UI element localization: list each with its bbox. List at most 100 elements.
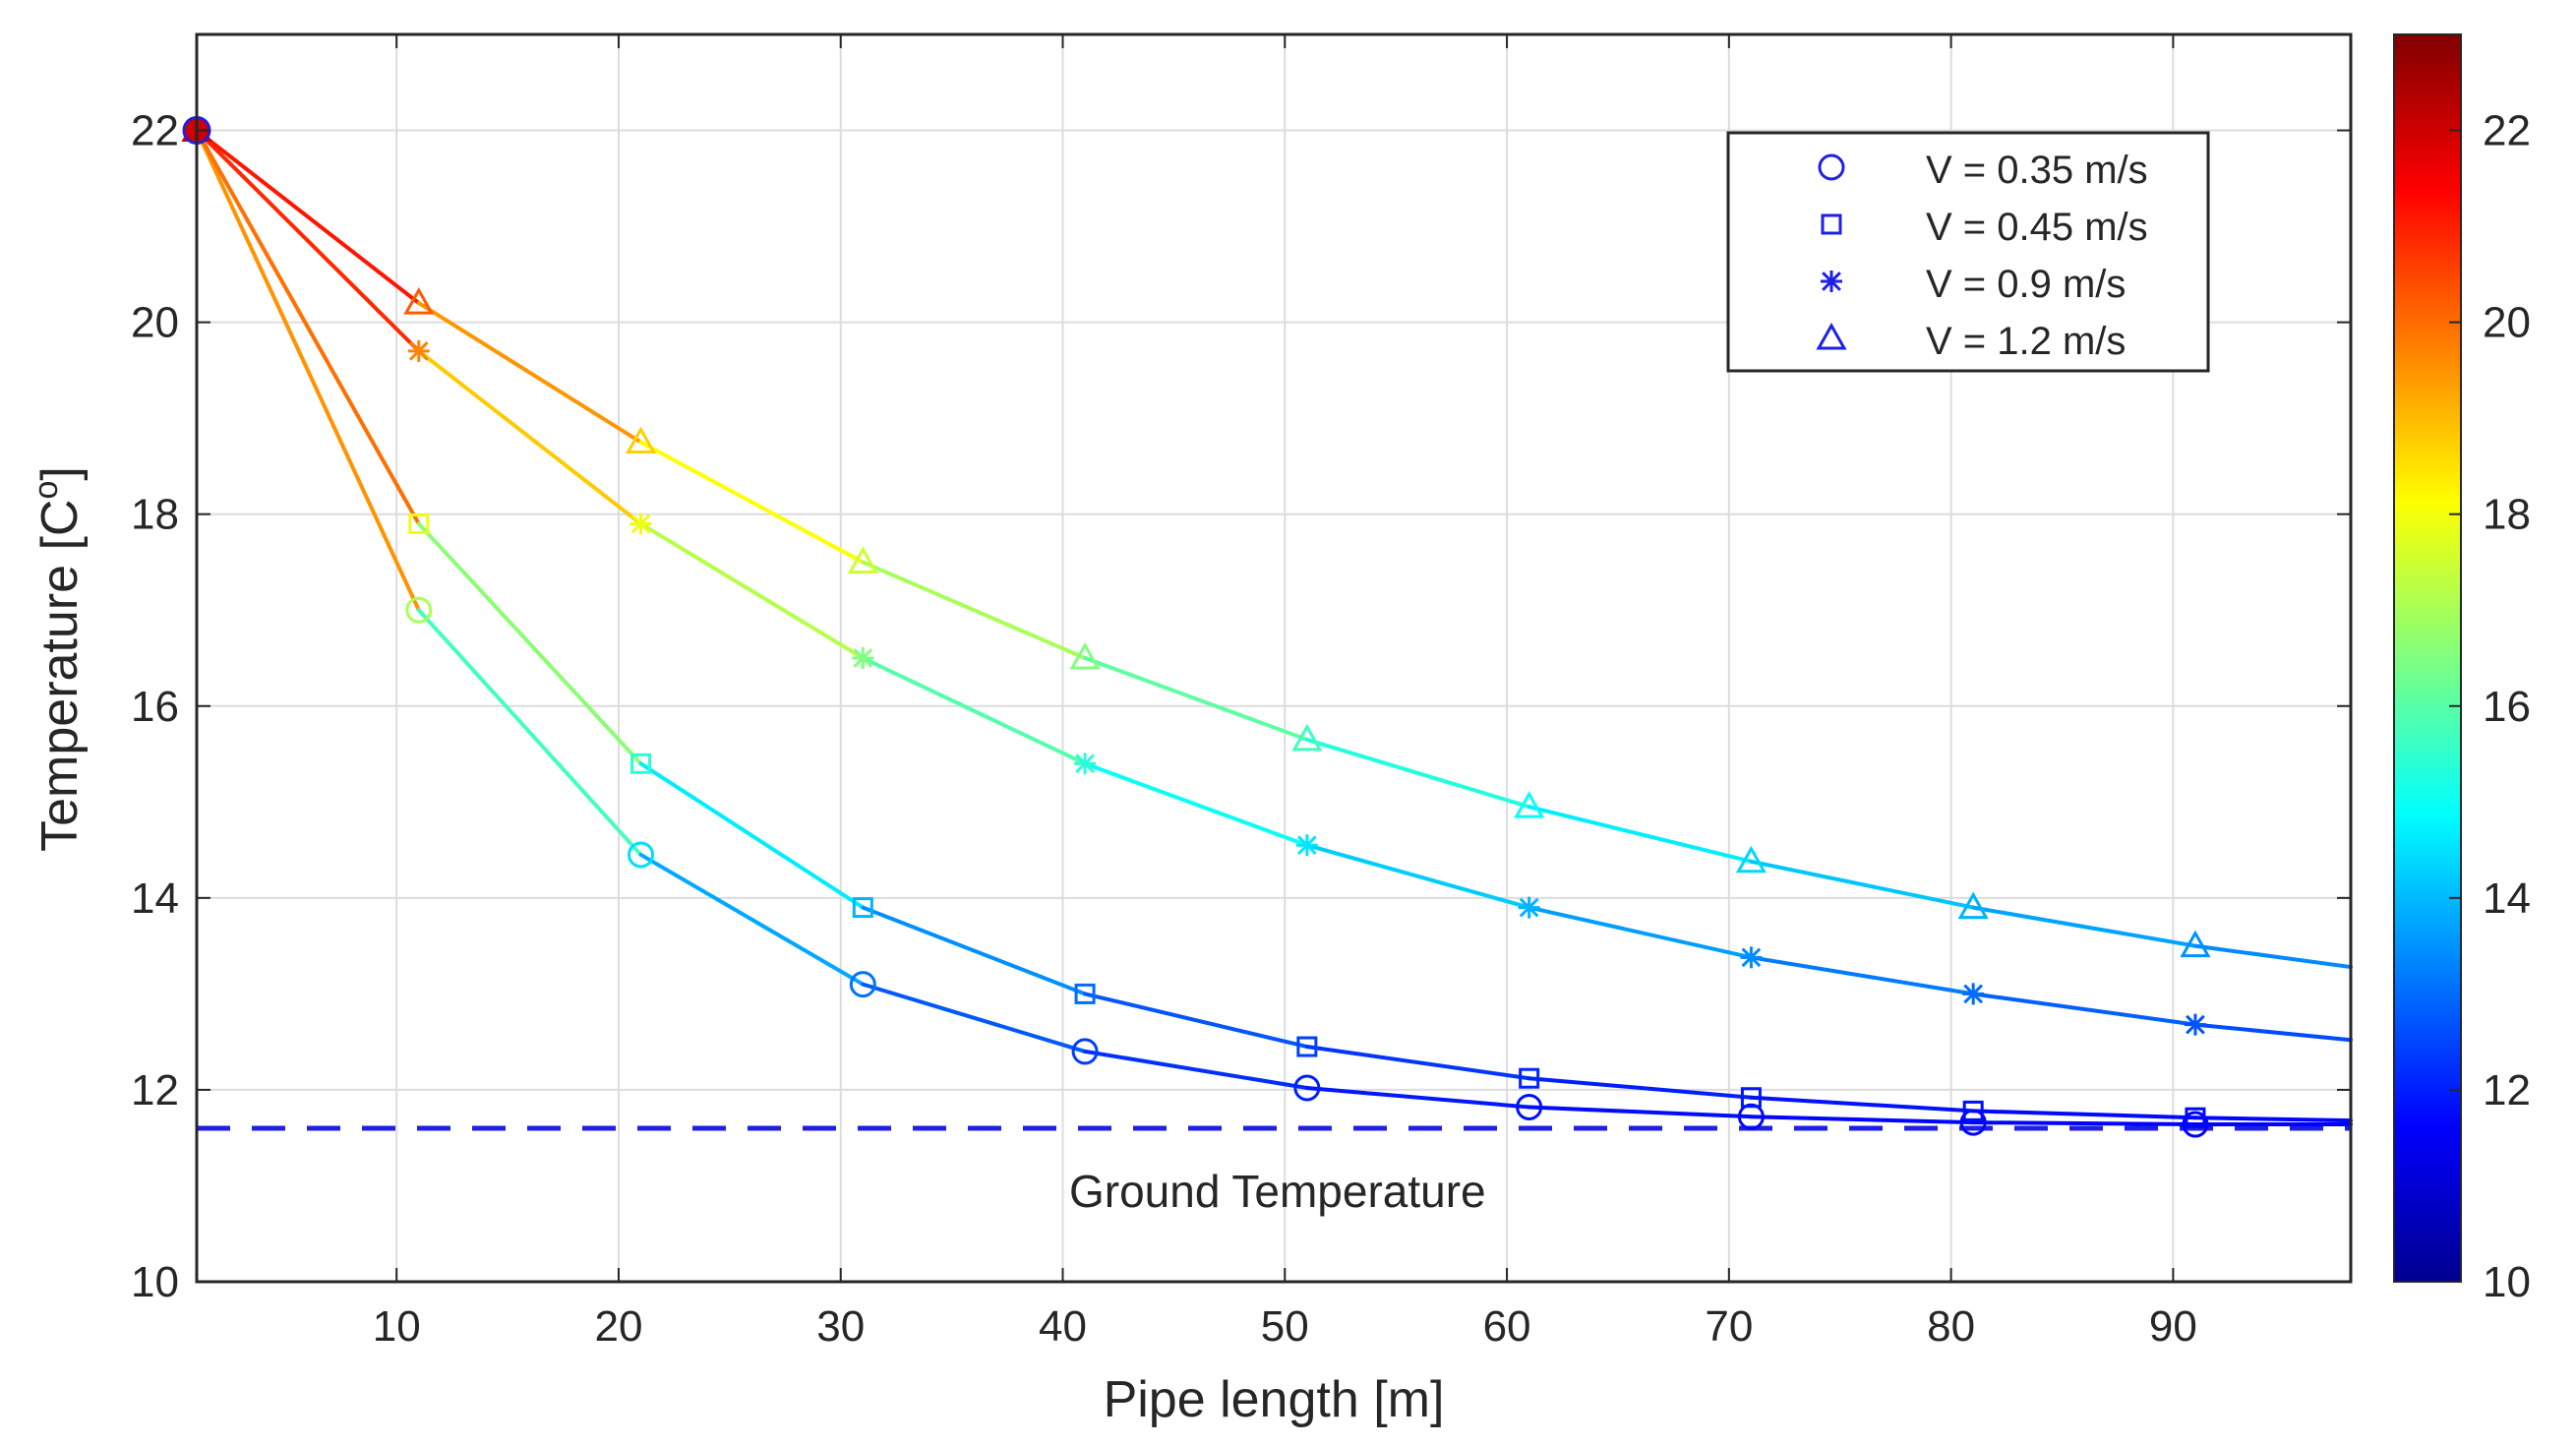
legend-marker-circle (1818, 153, 1845, 181)
data-point (1519, 1067, 1540, 1089)
y-tick-label: 14 (131, 874, 179, 923)
x-tick-label: 10 (373, 1302, 421, 1351)
series-line-segment (1971, 1120, 2197, 1127)
legend-label: V = 1.2 m/s (1926, 320, 2126, 363)
series-line-segment (195, 128, 421, 526)
legend-label: V = 0.45 m/s (1926, 206, 2148, 249)
data-point (852, 897, 873, 919)
data-point (629, 512, 652, 535)
x-tick-label: 70 (1705, 1302, 1753, 1351)
series-line-segment (861, 982, 1088, 1054)
series-line-segment (1083, 992, 1309, 1050)
data-point (405, 596, 433, 624)
series-line-segment (1971, 992, 2197, 1027)
y-axis-label-superscript: o (28, 481, 65, 500)
x-tick-label: 60 (1483, 1302, 1531, 1351)
legend: V = 0.35 m/s V = 0.45 m/s V = 0.9 m/s V = 1… (1726, 131, 2210, 373)
colorbar-tick-label: 18 (2483, 491, 2531, 539)
y-tick-label: 10 (131, 1258, 179, 1306)
x-tick-label: 20 (594, 1302, 642, 1351)
legend-label: V = 0.9 m/s (1926, 263, 2126, 306)
series-line-segment (1749, 955, 1976, 996)
data-point (1957, 891, 1989, 920)
y-tick-label: 12 (131, 1066, 179, 1115)
series-line-segment (1749, 1095, 1976, 1114)
x-axis-label: Pipe length [m] (1104, 1371, 1445, 1428)
series-line-segment (1971, 1109, 2197, 1120)
series-line-segment (195, 128, 421, 613)
series-line-segment (1527, 1076, 1754, 1100)
colorbar-ticks: 10 12 14 16 18 20 22 (2449, 107, 2531, 1306)
x-tick-label: 40 (1039, 1302, 1087, 1351)
series-line-segment (1083, 761, 1309, 848)
series-line-segment (416, 348, 643, 526)
legend-marker-square (1821, 213, 1842, 235)
series-line-segment (1527, 905, 1754, 960)
data-point (1518, 896, 1540, 919)
series-line-segment (416, 301, 643, 445)
series-line-segment (1304, 843, 1531, 910)
series-line-segment (416, 608, 643, 857)
legend-box (1726, 131, 2210, 373)
series-line-segment (638, 440, 866, 565)
series-line-segment (416, 521, 643, 766)
x-tick-label: 80 (1927, 1302, 1975, 1351)
series-line-segment (195, 128, 421, 306)
y-axis-label-end: ] (31, 466, 89, 480)
series-line-segment (1083, 1049, 1309, 1090)
y-axis-label-base: Temperature [C (31, 500, 89, 852)
series-triangle (181, 114, 2353, 970)
colorbar-tick-label: 10 (2483, 1258, 2531, 1306)
data-point (1735, 845, 1767, 874)
series-line-segment (638, 761, 866, 910)
data-point (1962, 1100, 1984, 1121)
series-line-segment (1749, 1115, 1976, 1125)
data-point (852, 647, 874, 669)
y-tick-label: 18 (131, 491, 179, 539)
colorbar-tick-label: 12 (2483, 1066, 2531, 1115)
series-line-segment (2192, 1115, 2353, 1123)
series-line-segment (1527, 805, 1754, 864)
legend-marker-triangle (1816, 322, 1847, 350)
colorbar-tick-label: 14 (2483, 874, 2531, 923)
data-point (630, 753, 652, 774)
x-tick-label: 90 (2149, 1302, 2197, 1351)
data-point (1295, 834, 1318, 857)
series-line-segment (1304, 1085, 1531, 1110)
series-line-segment (1527, 1105, 1754, 1119)
data-point (1740, 1087, 1762, 1109)
series-line-segment (1749, 859, 1976, 910)
x-tick-label: 30 (816, 1302, 865, 1351)
data-point (1962, 983, 1985, 1005)
series-square (186, 120, 2353, 1128)
axis-ticks: 10 20 30 40 50 60 70 80 90 10 12 14 16 18 20 22 (131, 34, 2351, 1351)
data-point (1069, 641, 1101, 670)
data-point (849, 971, 876, 998)
legend-marker-asterisk (1821, 271, 1842, 292)
series-line-segment (1083, 656, 1309, 742)
x-tick-label: 50 (1261, 1302, 1309, 1351)
ground-temperature-label: Ground Temperature (1069, 1166, 1486, 1217)
data-point (1291, 723, 1323, 752)
series-circle (183, 117, 2353, 1138)
series-group (181, 114, 2353, 1138)
series-line-segment (195, 128, 421, 353)
legend-label: V = 0.35 m/s (1926, 149, 2148, 192)
data-point (1296, 1036, 1318, 1057)
colorbar (2393, 33, 2462, 1283)
data-point (1514, 791, 1545, 818)
series-line-segment (861, 905, 1088, 996)
colorbar-tick-label: 22 (2483, 107, 2531, 155)
series-line-segment (1304, 1045, 1531, 1081)
data-point (1071, 1038, 1099, 1065)
data-point (403, 287, 435, 315)
data-point (1516, 1093, 1543, 1120)
data-point (2184, 1013, 2206, 1036)
series-line-segment (2192, 1022, 2353, 1043)
data-point (2180, 930, 2211, 958)
series-line-segment (1304, 737, 1531, 810)
data-point (625, 426, 657, 454)
series-line-segment (638, 521, 866, 660)
y-tick-label: 20 (131, 299, 179, 347)
